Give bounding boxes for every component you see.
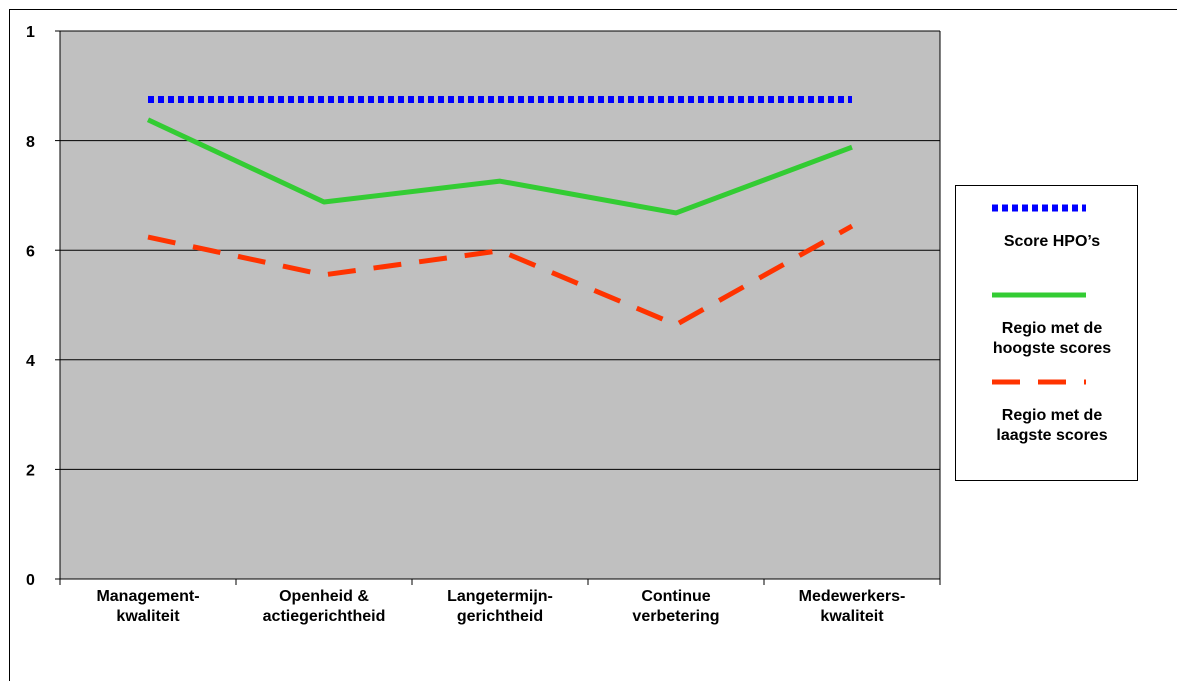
series-line xyxy=(147,223,854,328)
x-tick-label: Continue verbetering xyxy=(632,588,720,625)
plot-area xyxy=(60,31,940,579)
y-tick-label: 1 xyxy=(26,24,35,41)
legend-box xyxy=(955,185,1138,481)
series-line xyxy=(146,117,853,216)
x-tick-label: Openheid & actiegerichtheid xyxy=(262,588,386,625)
y-tick-label: 4 xyxy=(26,353,35,370)
y-tick-label: 6 xyxy=(26,243,35,260)
legend-label: Score HPO’s xyxy=(1003,233,1101,250)
x-tick-label: Langetermijn-gerichtheid xyxy=(447,588,553,625)
y-tick-label: 2 xyxy=(26,463,35,480)
x-tick-label: Management-kwaliteit xyxy=(96,588,200,625)
y-tick-label: 8 xyxy=(26,134,35,151)
legend-label: Regio met de laagste scores xyxy=(996,407,1108,444)
legend-label: Regio met de hoogste scores xyxy=(992,320,1112,357)
y-tick-label: 0 xyxy=(26,572,35,589)
frame xyxy=(9,9,1177,681)
x-tick-label: Medewerkers-kwaliteit xyxy=(798,588,906,625)
